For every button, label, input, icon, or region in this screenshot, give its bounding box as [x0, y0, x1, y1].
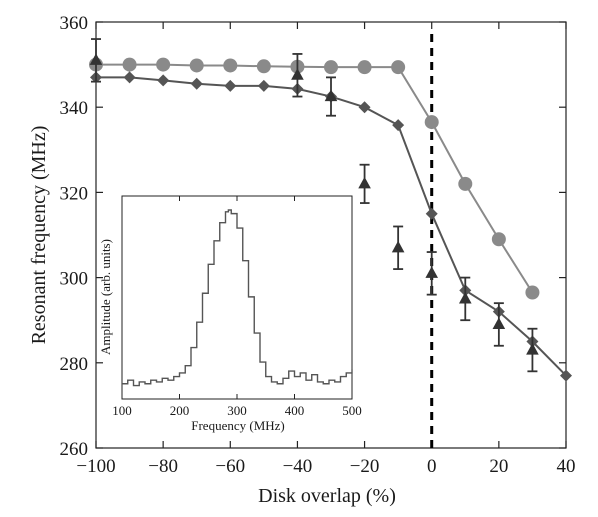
- diamond-point: [224, 79, 237, 92]
- inset-y-axis-label: Amplitude (arb. units): [98, 239, 113, 355]
- diamond-point: [425, 207, 438, 220]
- circle-point: [122, 57, 137, 72]
- circle-point: [357, 60, 372, 75]
- inset-x-tick-label: 400: [285, 403, 305, 418]
- circle-point: [256, 59, 271, 74]
- inset-x-tick-label: 500: [342, 403, 362, 418]
- circle-point: [491, 232, 506, 247]
- triangle-point: [458, 291, 472, 304]
- inset-x-tick-label: 200: [170, 403, 190, 418]
- y-axis-label: Resonant frequency (MHz): [28, 126, 50, 345]
- triangle-point: [89, 53, 103, 65]
- x-tick-label: −100: [76, 456, 115, 477]
- x-tick-label: −40: [283, 456, 313, 477]
- triangle-point: [391, 240, 405, 253]
- y-tick-label: 340: [60, 98, 89, 119]
- diamond-point: [560, 369, 572, 382]
- diamond-point: [392, 119, 405, 132]
- y-tick-label: 300: [60, 269, 89, 290]
- triangle-point: [358, 176, 371, 189]
- inset-x-axis-label: Frequency (MHz): [191, 418, 285, 433]
- y-tick-label: 280: [60, 354, 89, 375]
- circle-point: [156, 57, 171, 72]
- diamond-point: [358, 101, 371, 114]
- diamond-point: [257, 79, 270, 92]
- circle-point: [424, 115, 439, 130]
- x-tick-label: −80: [148, 456, 178, 477]
- circle-point: [525, 285, 540, 300]
- x-tick-label: 40: [557, 456, 576, 477]
- circle-point: [189, 58, 204, 73]
- main-marks: [89, 34, 572, 448]
- triangle-point: [291, 68, 304, 80]
- x-tick-label: 20: [489, 456, 508, 477]
- inset-x-tick-label: 300: [227, 403, 247, 418]
- triangle-point: [324, 89, 338, 102]
- circle-point: [458, 176, 473, 191]
- inset-frame: [121, 195, 353, 400]
- plot-frame: [95, 21, 567, 449]
- diamond-point: [123, 71, 136, 84]
- inset-x-tick-label: 100: [112, 403, 132, 418]
- main-axes: −100 −80 −60 −40 −20 0 20 40 260 280 300 320 340 360: [60, 13, 576, 477]
- triangle-series: [89, 38, 539, 373]
- diamond-point: [190, 77, 203, 90]
- inset-chart: 100 200 300 400 500: [112, 190, 362, 436]
- x-axis-label: Disk overlap (%): [258, 485, 396, 507]
- x-tick-label: −60: [215, 456, 245, 477]
- circle-point: [223, 58, 238, 73]
- triangle-point: [425, 266, 439, 278]
- spectrum-line: [122, 209, 353, 387]
- x-tick-label: −20: [350, 456, 380, 477]
- x-tick-label: 0: [427, 456, 437, 477]
- diamond-point: [157, 74, 170, 87]
- triangle-point: [526, 343, 539, 355]
- y-tick-label: 260: [60, 439, 89, 460]
- triangle-point: [492, 317, 506, 330]
- circle-series: [89, 57, 540, 300]
- y-tick-label: 320: [60, 183, 89, 204]
- circle-point: [391, 60, 406, 75]
- y-tick-label: 360: [60, 13, 89, 34]
- circle-point: [324, 60, 338, 75]
